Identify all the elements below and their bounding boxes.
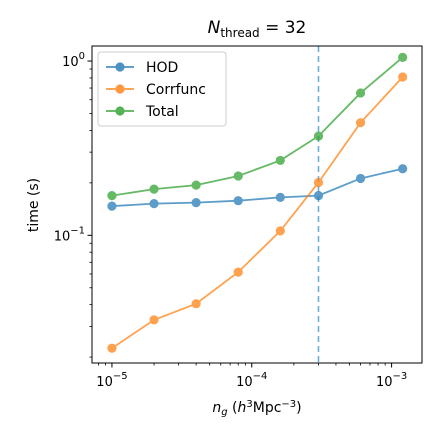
y-tick-label: 100 [62, 51, 85, 70]
data-point [233, 196, 243, 206]
legend-marker [115, 84, 125, 94]
data-point [313, 177, 324, 188]
x-tick-label: 10−3 [376, 371, 407, 390]
legend-label: HOD [146, 60, 178, 76]
series-line [111, 76, 404, 349]
data-point [233, 267, 243, 277]
data-point [191, 198, 201, 208]
data-point [107, 190, 117, 201]
data-point [191, 299, 201, 309]
title-main: N [208, 18, 221, 38]
data-point [398, 72, 408, 82]
legend-label: Total [145, 104, 179, 120]
data-point [107, 201, 117, 211]
series-line [111, 56, 404, 197]
series-total [107, 52, 408, 201]
data-point [233, 171, 243, 181]
legend: HOD Corrfunc Total [97, 51, 227, 127]
plot-frame [91, 45, 423, 364]
data-point [275, 226, 285, 236]
data-point [355, 173, 366, 184]
x-axis-label: ng (h3Mpc−3) [212, 399, 301, 418]
data-point [313, 131, 324, 141]
legend-box [97, 51, 227, 127]
data-point [149, 199, 159, 209]
data-point [191, 180, 201, 190]
title-sub: thread [220, 26, 259, 40]
legend-item-hod [106, 62, 134, 72]
chart-title: Nthread = 32 [208, 18, 307, 40]
series-hod [107, 164, 408, 211]
data-point [355, 118, 366, 128]
legend-marker [115, 106, 125, 116]
data-point [107, 343, 117, 353]
data-point [355, 88, 366, 98]
legend-label: Corrfunc [146, 82, 206, 98]
data-point [275, 192, 285, 203]
y-axis-label: time (s) [26, 178, 42, 232]
x-tick-label: 10−5 [96, 371, 127, 390]
data-point [275, 155, 285, 166]
data-point [149, 315, 159, 325]
legend-item-corrfunc [106, 84, 134, 94]
series-line [111, 167, 403, 208]
x-tick-label: 10−4 [236, 371, 267, 390]
data-point [398, 164, 408, 174]
series-corrfunc [107, 72, 408, 353]
legend-item-total [106, 106, 134, 116]
y-tick-label: 10−1 [54, 225, 85, 244]
data-point [149, 184, 159, 194]
data-point [313, 190, 324, 201]
data-point [398, 52, 408, 62]
legend-marker [115, 62, 125, 72]
title-rest: = 32 [260, 18, 307, 38]
